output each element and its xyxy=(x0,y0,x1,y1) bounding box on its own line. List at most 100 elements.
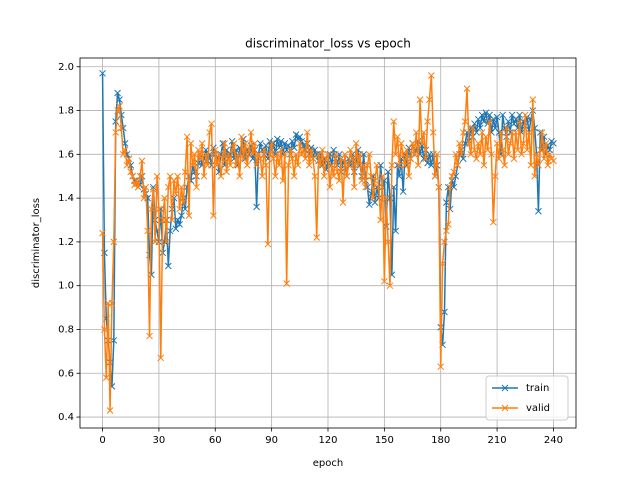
marker xyxy=(200,172,208,180)
marker xyxy=(159,216,167,224)
marker xyxy=(112,129,120,136)
marker xyxy=(350,183,358,191)
marker xyxy=(166,227,174,235)
marker xyxy=(168,216,176,224)
marker xyxy=(136,172,144,180)
marker xyxy=(234,150,242,158)
marker xyxy=(518,150,525,158)
marker xyxy=(505,150,512,158)
marker xyxy=(108,299,116,307)
marker xyxy=(241,140,249,147)
marker xyxy=(121,146,129,154)
marker xyxy=(99,229,106,237)
marker xyxy=(506,140,514,147)
marker xyxy=(465,140,473,147)
marker xyxy=(253,161,260,169)
marker xyxy=(112,118,120,125)
x-tick-label: 120 xyxy=(318,435,337,446)
marker xyxy=(131,181,138,189)
marker xyxy=(334,168,341,176)
marker xyxy=(356,150,364,158)
marker xyxy=(326,183,334,191)
marker xyxy=(429,129,437,136)
marker xyxy=(499,146,507,154)
x-tick-label: 180 xyxy=(431,435,450,446)
marker xyxy=(279,177,287,184)
marker xyxy=(217,172,225,180)
marker xyxy=(290,144,298,152)
marker xyxy=(317,161,324,169)
marker xyxy=(525,129,533,136)
marker xyxy=(439,260,446,268)
marker xyxy=(459,129,467,136)
marker xyxy=(433,150,441,158)
y-tick-label: 1.4 xyxy=(58,193,74,204)
marker xyxy=(446,205,454,213)
marker xyxy=(411,150,418,158)
y-tick-label: 1.0 xyxy=(58,281,74,292)
marker xyxy=(264,240,272,248)
marker xyxy=(260,146,268,154)
marker xyxy=(106,407,114,414)
marker xyxy=(116,96,123,103)
marker xyxy=(202,150,210,158)
marker xyxy=(123,161,131,169)
marker xyxy=(189,161,197,169)
marker xyxy=(117,124,125,132)
marker xyxy=(195,146,202,154)
marker xyxy=(210,212,217,219)
marker xyxy=(255,150,262,158)
marker xyxy=(285,161,292,169)
marker xyxy=(257,155,264,163)
marker xyxy=(296,140,304,147)
marker xyxy=(503,124,510,132)
marker xyxy=(452,150,460,158)
marker xyxy=(443,199,450,206)
marker xyxy=(281,150,289,158)
marker xyxy=(144,227,151,235)
marker xyxy=(228,146,236,154)
marker xyxy=(416,96,424,103)
marker xyxy=(163,238,170,246)
marker xyxy=(478,111,486,119)
y-tick-label: 0.6 xyxy=(58,368,74,379)
marker xyxy=(454,161,461,169)
marker xyxy=(324,150,332,158)
marker xyxy=(253,203,260,211)
x-tick-label: 30 xyxy=(153,435,166,446)
marker xyxy=(290,172,298,180)
marker xyxy=(341,150,349,158)
legend-label: valid xyxy=(526,403,550,414)
marker xyxy=(288,137,296,145)
marker xyxy=(536,146,544,154)
marker xyxy=(149,186,157,193)
marker xyxy=(437,363,445,371)
marker xyxy=(311,172,319,180)
marker xyxy=(272,172,279,180)
marker xyxy=(176,221,183,228)
marker xyxy=(330,146,337,154)
marker xyxy=(510,155,518,163)
marker xyxy=(386,282,394,290)
x-tick-label: 240 xyxy=(544,435,563,446)
marker xyxy=(535,161,542,169)
marker xyxy=(418,140,426,147)
marker xyxy=(544,161,552,169)
marker xyxy=(303,129,311,136)
marker xyxy=(529,96,537,103)
marker xyxy=(424,159,431,167)
marker xyxy=(352,140,360,147)
marker xyxy=(471,146,478,154)
marker xyxy=(102,374,110,381)
marker xyxy=(116,102,123,110)
marker xyxy=(531,172,539,180)
marker xyxy=(176,205,183,213)
marker xyxy=(488,150,495,158)
x-tick-label: 150 xyxy=(375,435,394,446)
marker xyxy=(238,133,245,141)
marker xyxy=(213,161,221,169)
marker xyxy=(448,172,456,180)
marker xyxy=(287,146,294,154)
marker xyxy=(232,161,240,169)
